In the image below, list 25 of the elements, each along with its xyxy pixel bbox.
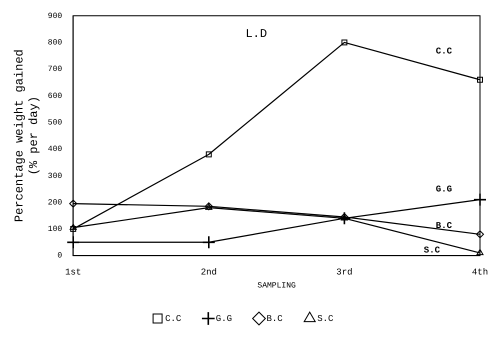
y-axis-title: Percentage weight gained (% per day) <box>12 49 41 222</box>
text: S.C <box>424 246 440 256</box>
y-tick-label: 0 <box>57 252 62 261</box>
y-tick-label: 500 <box>48 118 62 128</box>
y-tick-label: 300 <box>48 172 62 181</box>
legend-label: G.G <box>216 314 232 324</box>
x-tick-label: 4th <box>472 267 488 278</box>
legend-label: C.C <box>165 314 182 324</box>
y-tick-label: 800 <box>48 38 62 48</box>
y-tick-label: 400 <box>48 145 62 154</box>
text: C.C <box>436 46 452 57</box>
legend-label: S.C <box>317 314 334 324</box>
x-axis-title: SAMPLING <box>257 281 296 290</box>
text: L.D <box>245 26 268 41</box>
x-tick-label: 1st <box>65 267 82 278</box>
x-tick-label: 2nd <box>200 267 217 278</box>
y-tick-label: 100 <box>48 225 62 234</box>
y-tick-label: 700 <box>48 65 62 74</box>
y-tick-label: 600 <box>48 92 62 101</box>
text: G.G <box>436 184 452 194</box>
text: B.C <box>436 221 452 232</box>
y-tick-label: 200 <box>48 198 62 208</box>
y-tick-label: 900 <box>48 12 62 21</box>
x-tick-label: 3rd <box>336 267 352 278</box>
legend-label: B.C <box>266 314 284 324</box>
